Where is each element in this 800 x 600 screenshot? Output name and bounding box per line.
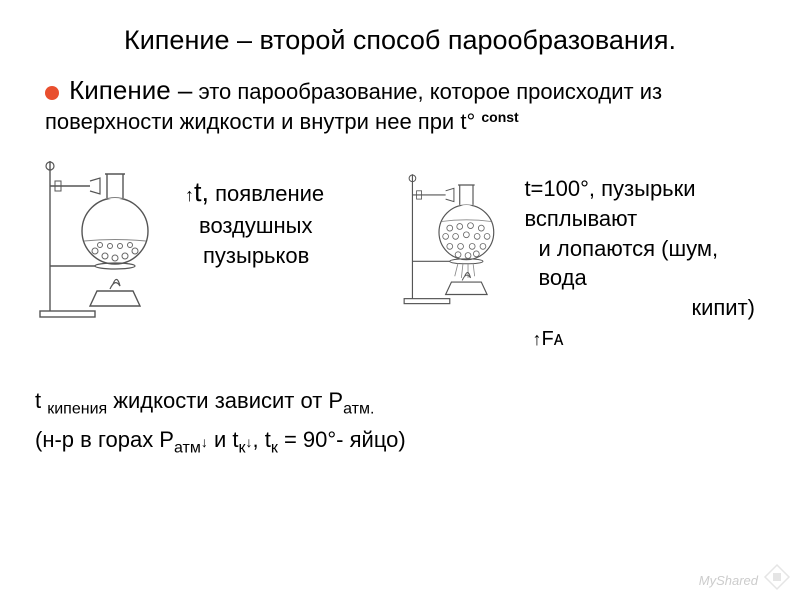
flask-svg-1 [35,156,185,321]
watermark-logo-icon [762,562,792,592]
bottom-line-2: (н-р в горах Ратм и tк, tк = 90°- яйцо) [35,422,765,461]
fig1-prefix: t, [194,177,209,207]
bottom-line-1: t кипения жидкости зависит от Ратм. [35,383,765,422]
figures-row: t, появление воздушных пузырьков [35,156,765,352]
fig1-l2: воздушных [185,211,324,241]
caption-2: t=100°, пузырьки всплывают и лопаются (ш… [524,156,765,352]
arrow-up-icon [185,181,194,206]
fig2-l2: и лопаются (шум, вода [524,234,765,293]
fig1-l1: появление [209,181,324,206]
flask-svg-2 [400,156,524,321]
figure-1: t, появление воздушных пузырьков [35,156,400,352]
caption-1: t, появление воздушных пузырьков [185,156,324,270]
def-lead: Кипение – [69,75,192,105]
definition-text: Кипение – это парообразование, которое п… [35,74,765,136]
fig2-force: Fᴀ [541,328,563,350]
bottom-text: t кипения жидкости зависит от Ратм. (н-р… [35,383,765,461]
def-const: const [481,109,518,125]
slide-title: Кипение – второй способ парообразования. [35,25,765,56]
fig2-l3: кипит) [524,293,765,323]
fig2-l1: t=100°, пузырьки всплывают [524,174,765,233]
watermark-text: MyShared [699,573,758,588]
figure-2: t=100°, пузырьки всплывают и лопаются (ш… [400,156,765,352]
bullet-icon [45,86,59,100]
fig1-l3: пузырьков [185,241,324,271]
